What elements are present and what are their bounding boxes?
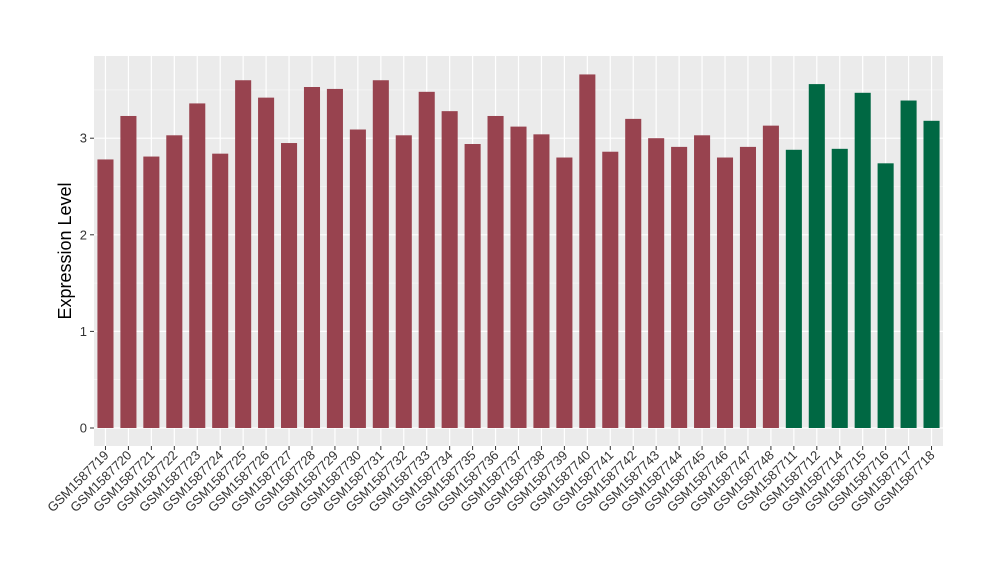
y-tick-label: 2: [80, 227, 87, 242]
bar: [602, 151, 619, 428]
bar: [900, 100, 917, 428]
bar: [671, 146, 688, 428]
x-axis: GSM1587719GSM1587720GSM1587721GSM1587722…: [44, 446, 938, 515]
bar: [372, 80, 389, 429]
bar: [716, 157, 734, 428]
bar: [395, 135, 412, 429]
bar: [831, 148, 848, 428]
bar: [694, 135, 711, 429]
bar: [762, 125, 779, 428]
bar: [808, 84, 825, 428]
bar: [854, 92, 871, 429]
bar: [510, 126, 527, 429]
y-tick-label: 1: [80, 324, 87, 339]
bar: [143, 156, 160, 429]
y-tick-label: 0: [80, 421, 87, 436]
bar: [487, 115, 504, 428]
y-axis-title: Expression Level: [55, 182, 75, 319]
bar: [877, 163, 894, 428]
bar: [625, 118, 642, 428]
bar: [97, 159, 114, 428]
bar: [326, 88, 343, 429]
bar: [464, 144, 481, 428]
bar: [303, 87, 321, 428]
bar: [235, 80, 252, 429]
bar: [739, 146, 756, 428]
bars: [97, 74, 940, 429]
bar: [349, 129, 366, 428]
bar: [441, 111, 458, 429]
bar: [258, 97, 275, 428]
bar: [418, 91, 435, 428]
bar: [281, 143, 298, 428]
bar: [648, 138, 665, 428]
bar: [166, 135, 183, 429]
bar: [120, 115, 137, 428]
bar: [556, 157, 573, 428]
y-axis: 0 1 2 3: [80, 131, 94, 436]
bar: [212, 153, 229, 428]
bar: [785, 149, 802, 429]
y-tick-label: 3: [80, 131, 87, 146]
bar: [189, 103, 206, 429]
bar: [579, 74, 596, 428]
bar: [923, 120, 940, 428]
bar: [533, 134, 550, 428]
